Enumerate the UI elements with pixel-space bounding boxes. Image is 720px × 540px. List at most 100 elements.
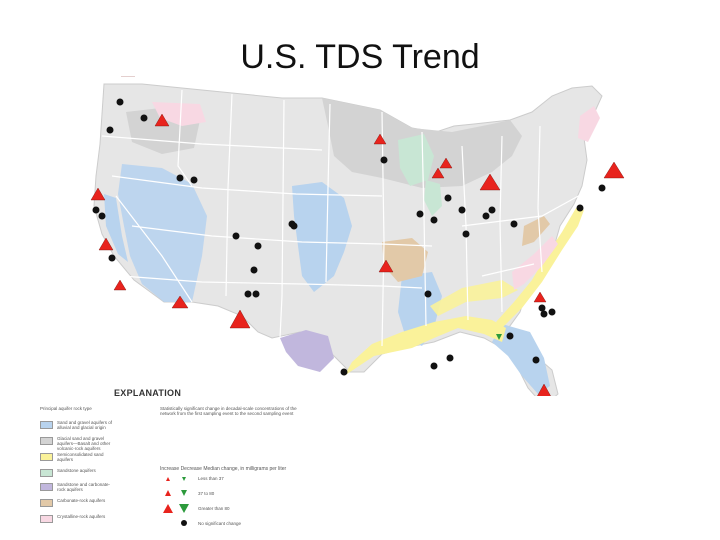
aquifer-header: Principal aquifer rock type: [40, 406, 92, 411]
aquifer-ozark: [382, 238, 428, 282]
no-change-marker: [462, 230, 470, 238]
no-change-marker: [190, 176, 198, 184]
no-change-marker: [92, 206, 100, 214]
aquifer-label: Glacial sand and gravel aquifers—Basalt …: [57, 436, 111, 451]
no-change-marker: [506, 332, 514, 340]
increase-markers: [90, 76, 625, 396]
aquifer-legend-item: Carbonate-rock aquifers: [40, 498, 117, 507]
aquifer-piedmont: [512, 236, 558, 290]
aquifer-new-england: [578, 106, 600, 142]
aquifer-edwards-trinity: [280, 330, 334, 372]
no-change-marker: [444, 194, 452, 202]
increase-marker: [373, 133, 387, 145]
trend-label: No significant change: [198, 520, 242, 526]
aquifer-label: Sandstone aquifers: [57, 468, 96, 473]
increase-marker: [113, 279, 127, 291]
increase-small-icon: [166, 476, 170, 481]
trend-header: Increase Decrease Median change, in mill…: [160, 466, 287, 472]
no-change-marker: [116, 98, 124, 106]
no-change-marker: [140, 114, 148, 122]
no-change-marker: [98, 212, 106, 220]
no-change-marker: [458, 206, 466, 214]
aquifer-swatch: [40, 515, 53, 523]
aquifer-swatch: [40, 437, 53, 445]
no-change-marker: [548, 308, 556, 316]
no-change-marker: [340, 368, 348, 376]
no-change-marker: [176, 174, 184, 182]
no-change-marker: [488, 206, 496, 214]
aquifer-swatch: [40, 469, 53, 477]
no-change-icon: [181, 520, 187, 526]
aquifer-label: Crystalline-rock aquifers: [57, 514, 106, 519]
aquifer-label: Carbonate-rock aquifers: [57, 498, 106, 503]
decrease-marker: [496, 334, 502, 340]
explanation-legend: EXPLANATION Principal aquifer rock type …: [38, 386, 338, 536]
no-change-markers: [92, 98, 606, 376]
aquifer-legend-item: Crystalline-rock aquifers: [40, 514, 117, 523]
no-change-marker: [532, 356, 540, 364]
increase-marker: [439, 157, 453, 169]
no-change-marker: [250, 266, 258, 274]
no-change-marker: [446, 354, 454, 362]
aquifer-sandstone-il: [424, 180, 442, 216]
no-change-marker: [290, 222, 298, 230]
no-change-marker: [538, 304, 546, 312]
aquifer-gulf-inner: [430, 280, 518, 316]
decrease-large-icon: [179, 504, 189, 513]
aquifer-legend-item: Semiconsolidated sand aquifers: [40, 452, 117, 462]
aquifer-sandstone-wi: [398, 134, 434, 186]
aquifer-legend-item: Sandstone aquifers: [40, 468, 117, 477]
trend-label: Less than 37: [198, 476, 224, 481]
trend-row-large: Greater than 80: [160, 504, 230, 513]
aquifer-swatch: [40, 421, 53, 429]
aquifer-valley-ridge: [522, 216, 550, 246]
increase-marker: [479, 173, 501, 191]
aquifer-label: Sandstone and carbonate-rock aquifers: [57, 482, 111, 492]
decrease-medium-icon: [181, 490, 187, 496]
increase-marker: [603, 161, 625, 179]
no-change-marker: [540, 310, 548, 318]
trend-label: 37 to 80: [198, 490, 215, 496]
no-change-marker: [416, 210, 424, 218]
trend-row-medium: 37 to 80: [160, 490, 214, 496]
no-change-marker: [254, 242, 262, 250]
decrease-markers: [496, 334, 502, 340]
page-title: U.S. TDS Trend: [240, 38, 480, 76]
no-change-marker: [232, 232, 240, 240]
us-map: [90, 76, 625, 396]
aquifer-label: Semiconsolidated sand aquifers: [57, 452, 104, 462]
aquifer-coastal-plain: [344, 316, 506, 376]
aquifer-legend-item: Glacial sand and gravel aquifers—Basalt …: [40, 436, 117, 451]
increase-medium-icon: [165, 490, 171, 496]
increase-marker: [90, 187, 106, 201]
aquifer-floridan: [492, 324, 550, 394]
no-change-marker: [252, 290, 260, 298]
aquifer-legend-item: Sandstone and carbonate-rock aquifers: [40, 482, 117, 492]
increase-marker: [378, 259, 394, 273]
aquifer-western-alluvial: [118, 164, 207, 302]
no-change-marker: [430, 216, 438, 224]
aquifer-high-plains: [292, 182, 352, 292]
trend-explanation: Statistically significant change in deca…: [160, 406, 297, 417]
aquifer-label: Sand and gravel aquifers of alluvial and…: [57, 420, 113, 430]
no-change-marker: [430, 362, 438, 370]
no-change-marker: [244, 290, 252, 298]
no-change-marker: [482, 212, 490, 220]
increase-marker: [537, 383, 551, 396]
increase-marker: [533, 291, 547, 303]
no-change-marker: [106, 126, 114, 134]
increase-marker: [171, 295, 189, 309]
aquifer-swatch: [40, 499, 53, 507]
aquifer-legend-item: Sand and gravel aquifers of alluvial and…: [40, 420, 117, 430]
aquifer-central-valley: [104, 194, 128, 262]
state-borders: [101, 89, 583, 347]
increase-large-icon: [163, 504, 173, 513]
trend-label: Greater than 80: [198, 506, 230, 511]
increase-marker: [98, 237, 114, 251]
no-change-marker: [598, 184, 606, 192]
increase-marker: [431, 167, 445, 179]
no-change-marker: [510, 220, 518, 228]
increase-marker: [229, 309, 251, 329]
no-change-marker: [108, 254, 116, 262]
legend-title: EXPLANATION: [114, 388, 182, 398]
